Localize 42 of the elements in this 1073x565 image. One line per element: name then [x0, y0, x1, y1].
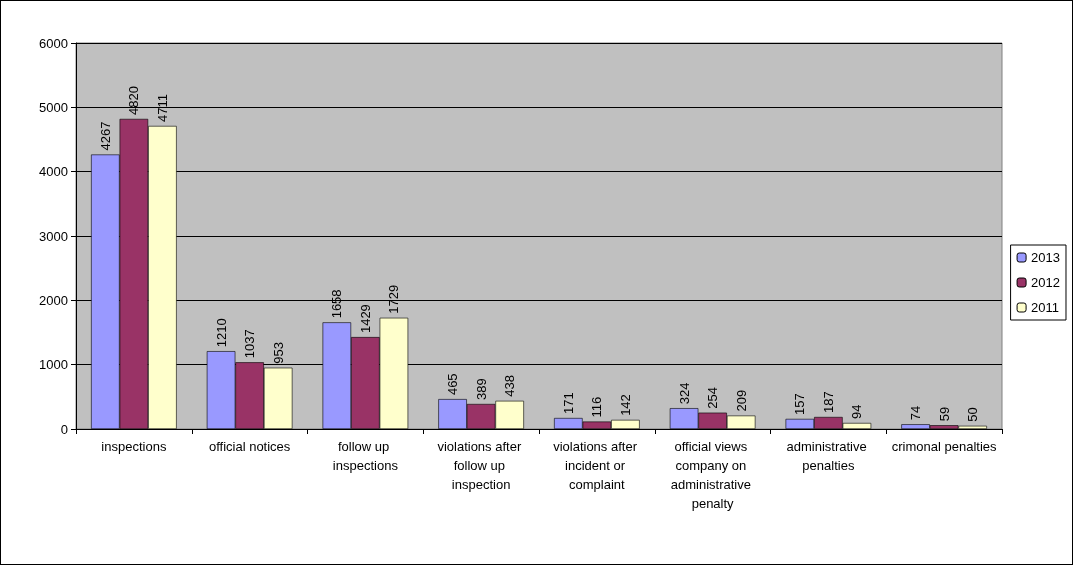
- legend-label: 2012: [1031, 275, 1060, 290]
- data-label: 4267: [97, 121, 113, 151]
- data-label: 953: [270, 341, 286, 364]
- y-tick-label: 5000: [39, 99, 68, 115]
- data-label: 171: [560, 392, 576, 414]
- y-tick-label: 0: [60, 421, 68, 437]
- y-tick-label: 1000: [39, 357, 68, 373]
- y-tick-label: 2000: [39, 292, 68, 308]
- x-tick-label: official views company on administrative penalty: [670, 439, 755, 511]
- data-label: 1429: [357, 304, 373, 334]
- data-label: 438: [502, 375, 518, 397]
- y-tick-label: 3000: [39, 228, 68, 244]
- data-label: 187: [820, 391, 836, 413]
- data-label: 157: [792, 393, 808, 415]
- x-tick-label: violations after follow up inspection: [437, 439, 525, 492]
- data-label: 74: [908, 405, 924, 421]
- data-label: 1729: [386, 284, 402, 314]
- legend-label: 2011: [1031, 300, 1060, 315]
- y-tick-label: 6000: [39, 35, 68, 51]
- data-label: 50: [965, 407, 981, 422]
- data-label: 1037: [242, 329, 258, 359]
- data-label: 254: [705, 386, 721, 409]
- x-tick-label: crimonal penalties: [891, 439, 998, 454]
- data-label: 324: [676, 382, 692, 405]
- data-label: 59: [936, 406, 952, 422]
- data-label: 4711: [154, 93, 170, 122]
- data-label: 209: [733, 389, 749, 412]
- data-label: 94: [849, 404, 865, 419]
- y-tick-label: 4000: [39, 164, 68, 180]
- x-tick-label: administrative penalties: [786, 439, 871, 473]
- data-label: 1210: [213, 318, 229, 348]
- data-label: 1658: [329, 289, 345, 319]
- x-tick-label: official notices: [208, 439, 291, 454]
- data-label: 4820: [126, 85, 142, 115]
- x-tick-label: violations after incident or complaint: [553, 439, 641, 492]
- x-tick-label: inspections: [101, 439, 167, 454]
- data-label: 116: [589, 396, 605, 418]
- x-tick-label: follow up inspections: [332, 439, 399, 473]
- data-label: 465: [445, 373, 461, 396]
- data-label: 389: [473, 378, 489, 400]
- data-label: 142: [617, 394, 633, 416]
- legend-label: 2013: [1031, 250, 1060, 265]
